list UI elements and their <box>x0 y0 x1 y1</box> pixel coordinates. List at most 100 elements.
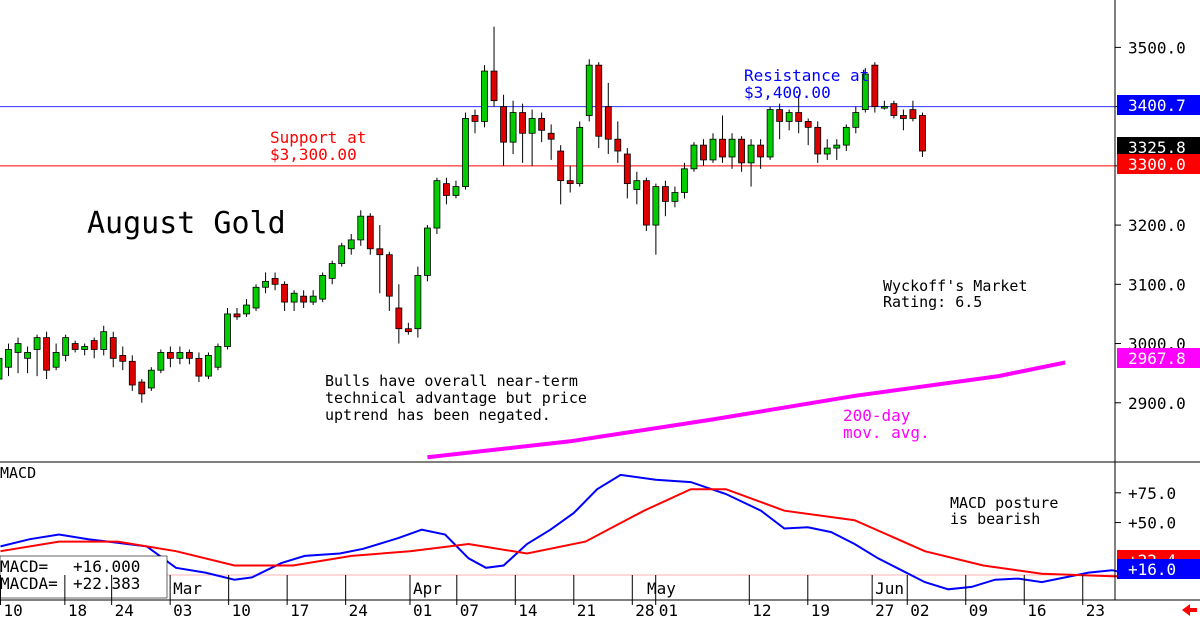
y-tick-label: 3500.0 <box>1128 38 1186 57</box>
candle <box>776 103 784 140</box>
price-tag <box>1117 95 1200 115</box>
day-label: 14 <box>518 601 537 620</box>
candle-body <box>919 115 926 152</box>
candle <box>385 251 393 311</box>
candle <box>214 343 222 371</box>
candle <box>24 346 31 374</box>
candle <box>300 290 308 308</box>
candle-body <box>52 352 60 368</box>
candle <box>814 121 822 163</box>
candle <box>357 210 365 246</box>
candle <box>157 349 165 374</box>
candle <box>281 281 289 311</box>
day-label: 09 <box>969 601 988 620</box>
candle <box>14 337 22 374</box>
candle <box>538 112 546 143</box>
candle-body <box>90 340 98 350</box>
macd-line <box>0 473 1200 591</box>
ma-annotation: mov. avg. <box>843 423 930 442</box>
candle <box>719 115 726 163</box>
candle-body <box>547 132 555 140</box>
price-tag <box>1117 154 1200 174</box>
macd-readout-box <box>0 555 168 599</box>
candle-body <box>604 106 612 140</box>
candle <box>823 139 831 160</box>
candle <box>766 106 774 160</box>
day-label: 28 <box>635 601 654 620</box>
day-label: 23 <box>1086 601 1105 620</box>
candle-body <box>738 138 745 164</box>
candle <box>224 308 231 350</box>
candle <box>404 322 412 335</box>
candle-body <box>433 180 441 229</box>
candle <box>33 334 41 377</box>
support-annotation: Support at <box>270 128 366 147</box>
macd-readout-value: +22.383 <box>73 574 140 593</box>
candle <box>233 308 241 320</box>
scroll-arrow-icon-tail <box>1189 608 1197 612</box>
candle-body <box>842 126 850 146</box>
candle-body <box>43 337 50 371</box>
candle-body <box>176 352 184 359</box>
candle <box>890 100 898 119</box>
candle <box>833 139 841 160</box>
bulls-annotation: uptrend has been negated. <box>325 406 551 424</box>
candle <box>557 145 565 205</box>
chart-title: August Gold <box>87 206 286 241</box>
candle-body <box>557 150 565 182</box>
candle <box>195 352 203 383</box>
candle <box>166 346 174 368</box>
day-label: 27 <box>875 601 894 620</box>
candle <box>595 62 603 149</box>
month-label: Jun <box>875 579 904 598</box>
candle-body <box>395 307 403 330</box>
candle <box>880 100 888 110</box>
candle <box>633 171 641 205</box>
candle-body <box>128 360 136 386</box>
candle <box>919 112 926 157</box>
candle <box>623 148 631 199</box>
candle <box>100 325 108 356</box>
candle-body <box>909 109 917 119</box>
candle <box>90 337 98 359</box>
day-label: 10 <box>232 601 251 620</box>
candle <box>481 65 488 128</box>
candle <box>109 331 117 368</box>
macd-title: MACD <box>0 464 36 482</box>
candle <box>462 112 469 190</box>
candle <box>347 233 355 255</box>
candle-body <box>652 186 660 226</box>
day-label: 24 <box>349 601 368 620</box>
candle <box>528 109 536 166</box>
day-label: 17 <box>290 601 309 620</box>
candle <box>500 94 507 166</box>
candle-body <box>700 144 707 161</box>
candle-body <box>861 73 869 110</box>
month-label: May <box>647 579 676 598</box>
candle <box>52 343 60 371</box>
candle <box>852 106 860 134</box>
candle <box>757 139 764 169</box>
candle-body <box>871 64 879 108</box>
day-label: 18 <box>68 601 87 620</box>
price-tag <box>1117 137 1200 157</box>
candle-body <box>642 180 650 226</box>
candle-body <box>814 126 822 155</box>
candle-body <box>224 313 231 347</box>
candle-body <box>528 118 536 134</box>
candle <box>709 133 717 163</box>
candle-body <box>33 337 41 350</box>
candle-body <box>347 239 355 250</box>
candle-body <box>366 215 374 250</box>
candle <box>547 124 555 160</box>
y-tick-label: 2900.0 <box>1128 394 1186 413</box>
candle-body <box>281 283 289 303</box>
ma-annotation: 200-day <box>843 406 911 425</box>
candle <box>652 183 660 255</box>
candle <box>271 272 279 291</box>
macda-line <box>0 488 1200 578</box>
candle-body <box>233 313 241 318</box>
candle-body <box>566 180 574 185</box>
candle <box>861 68 869 113</box>
candle-body <box>262 280 269 288</box>
